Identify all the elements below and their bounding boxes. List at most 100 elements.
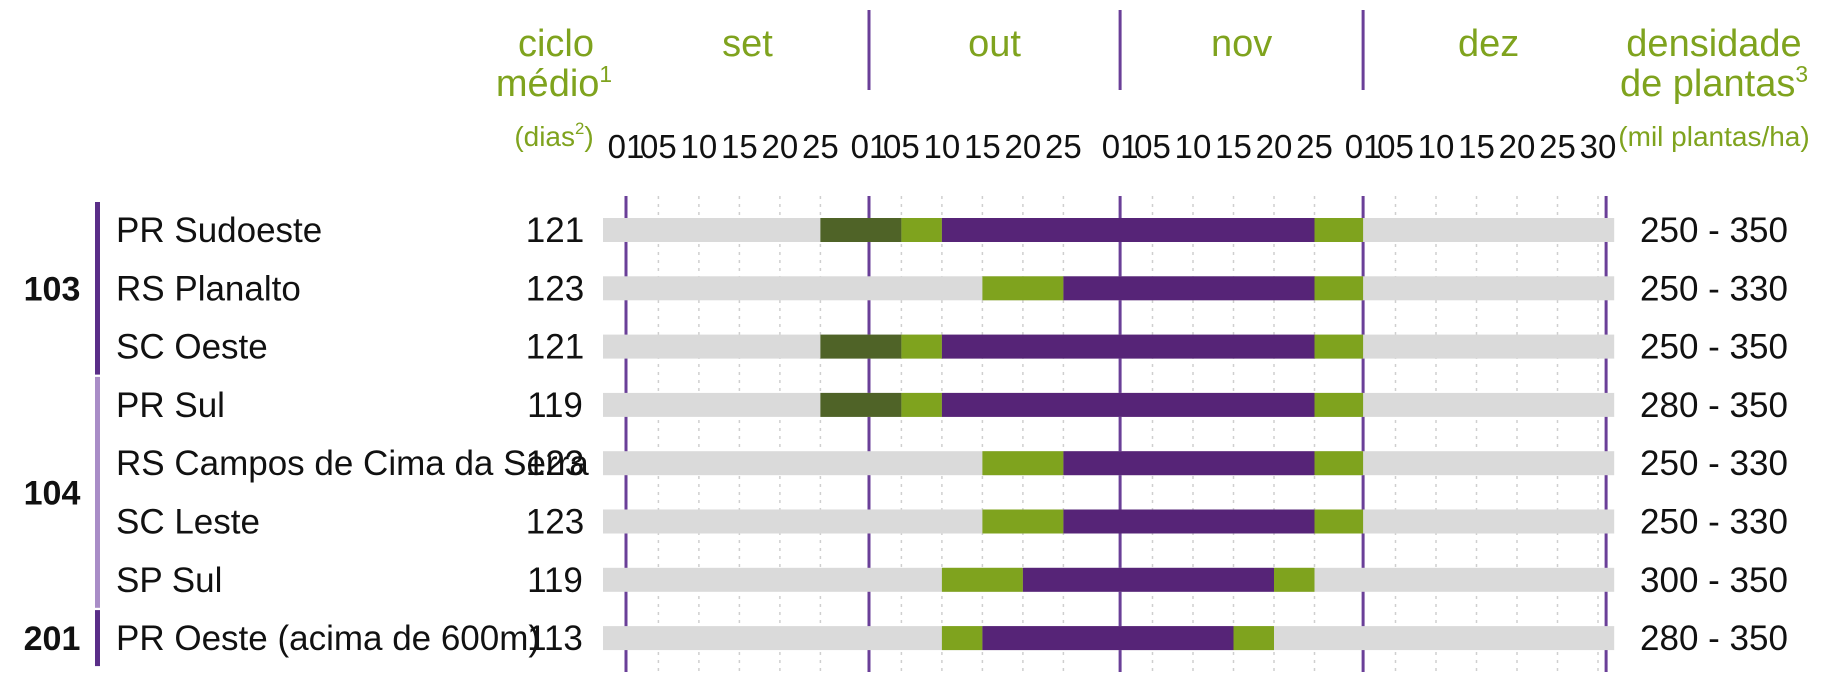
cycle-value: 121 [526, 211, 584, 250]
density-value: 280 - 350 [1640, 386, 1788, 425]
tick-label: 20 [1005, 128, 1042, 165]
month-labels: set out nov dez [722, 23, 1519, 65]
cycle-value: 119 [527, 561, 583, 600]
month-label-out: out [968, 23, 1021, 65]
grid-lines [624, 10, 1608, 672]
sowing-window-segment [820, 334, 902, 359]
cycle-value: 119 [527, 386, 583, 425]
density-header-line2: de plantas3 [1620, 61, 1808, 105]
region-label: RS Campos de Cima da Serra [116, 444, 589, 483]
tick-label: 15 [1215, 128, 1252, 165]
cycle-value: 121 [526, 328, 584, 367]
tick-label: 15 [964, 128, 1001, 165]
sowing-window-segment [1233, 626, 1274, 651]
region-label: SP Sul [116, 561, 222, 600]
month-label-set: set [722, 23, 773, 65]
row-groups: 103 104 201 [24, 202, 100, 667]
tick-label: 05 [1377, 128, 1414, 165]
sowing-window-segment [1274, 567, 1315, 592]
sowing-window-segment [941, 567, 1023, 592]
sowing-window-segment [1314, 509, 1364, 534]
tick-label: 01 [608, 128, 645, 165]
sowing-window-segment [941, 626, 983, 651]
sowing-window-segment [941, 218, 1315, 242]
density-value: 280 - 350 [1640, 619, 1788, 658]
cycle-header-line3: (dias2) [514, 119, 593, 152]
sowing-window-segment [901, 334, 942, 359]
region-label: PR Sul [116, 386, 225, 425]
density-value: 250 - 330 [1640, 444, 1788, 483]
tick-label: 05 [1134, 128, 1171, 165]
tick-label: 05 [883, 128, 920, 165]
cycle-header: ciclo médio1 (dias2) [496, 23, 612, 152]
sowing-window-segment [820, 392, 902, 417]
tick-label: 25 [802, 128, 839, 165]
sowing-window-segment [1063, 509, 1315, 534]
cycle-header-line2: médio1 [496, 61, 612, 105]
month-label-nov: nov [1211, 23, 1272, 65]
density-header-line1: densidade [1626, 23, 1801, 65]
chart-rows: PR Sudoeste 121 250 - 350 RS Planalto 123 250… [116, 211, 1788, 658]
tick-label: 01 [851, 128, 888, 165]
sowing-window-segment [982, 276, 1064, 301]
group-bracket [95, 202, 100, 375]
sowing-window-segment [982, 509, 1064, 534]
sowing-window-segment [901, 392, 942, 417]
region-label: SC Oeste [116, 328, 268, 367]
sowing-window-segment [1063, 276, 1315, 301]
tick-label: 20 [762, 128, 799, 165]
tick-label: 05 [640, 128, 677, 165]
chart-row: PR Oeste (acima de 600m)113 280 - 350 [116, 619, 1788, 658]
sowing-window-segment [820, 218, 902, 242]
tick-label: 25 [1539, 128, 1576, 165]
tick-label: 10 [1175, 128, 1212, 165]
chart-row: SC Leste 123 250 - 330 [116, 503, 1788, 542]
region-label: SC Leste [116, 503, 260, 542]
group-label: 201 [24, 620, 81, 658]
group-label: 103 [24, 270, 81, 308]
tick-label: 20 [1256, 128, 1293, 165]
tick-label: 01 [1102, 128, 1139, 165]
sowing-window-segment [1314, 451, 1364, 476]
cycle-value: 113 [527, 619, 583, 658]
region-label: PR Oeste (acima de 600m) [116, 619, 540, 658]
chart-row: PR Sudoeste 121 250 - 350 [116, 211, 1788, 250]
sowing-window-segment [1314, 392, 1364, 417]
tick-label: 15 [1458, 128, 1495, 165]
tick-label: 15 [721, 128, 758, 165]
group-bracket [95, 376, 100, 608]
density-header-line3: (mil plantas/ha) [1618, 121, 1809, 152]
sowing-window-segment [1063, 451, 1315, 476]
tick-label: 25 [1045, 128, 1082, 165]
sowing-window-segment [1314, 334, 1364, 359]
tick-label: 10 [1418, 128, 1455, 165]
chart-row: PR Sul 119 280 - 350 [116, 386, 1788, 425]
tick-label: 25 [1296, 128, 1333, 165]
sowing-window-segment [1022, 567, 1274, 592]
sowing-window-segment [1314, 276, 1364, 301]
month-label-dez: dez [1458, 23, 1519, 65]
tick-label: 01 [1345, 128, 1382, 165]
sowing-window-segment [982, 451, 1064, 476]
tick-label: 10 [681, 128, 718, 165]
density-value: 250 - 350 [1640, 211, 1788, 250]
chart-row: SP Sul 119 300 - 350 [116, 561, 1788, 600]
tick-label: 10 [924, 128, 961, 165]
region-label: RS Planalto [116, 269, 301, 308]
cycle-value: 123 [526, 444, 584, 483]
density-value: 250 - 330 [1640, 269, 1788, 308]
group-bracket [95, 610, 100, 667]
density-value: 250 - 330 [1640, 503, 1788, 542]
cycle-value: 123 [526, 503, 584, 542]
density-value: 300 - 350 [1640, 561, 1788, 600]
sowing-window-segment [1314, 218, 1364, 242]
group-label: 104 [24, 474, 81, 512]
sowing-window-segment [901, 218, 942, 242]
chart-row: SC Oeste 121 250 - 350 [116, 328, 1788, 367]
cycle-value: 123 [526, 269, 584, 308]
sowing-window-segment [941, 334, 1315, 359]
tick-label: 20 [1499, 128, 1536, 165]
